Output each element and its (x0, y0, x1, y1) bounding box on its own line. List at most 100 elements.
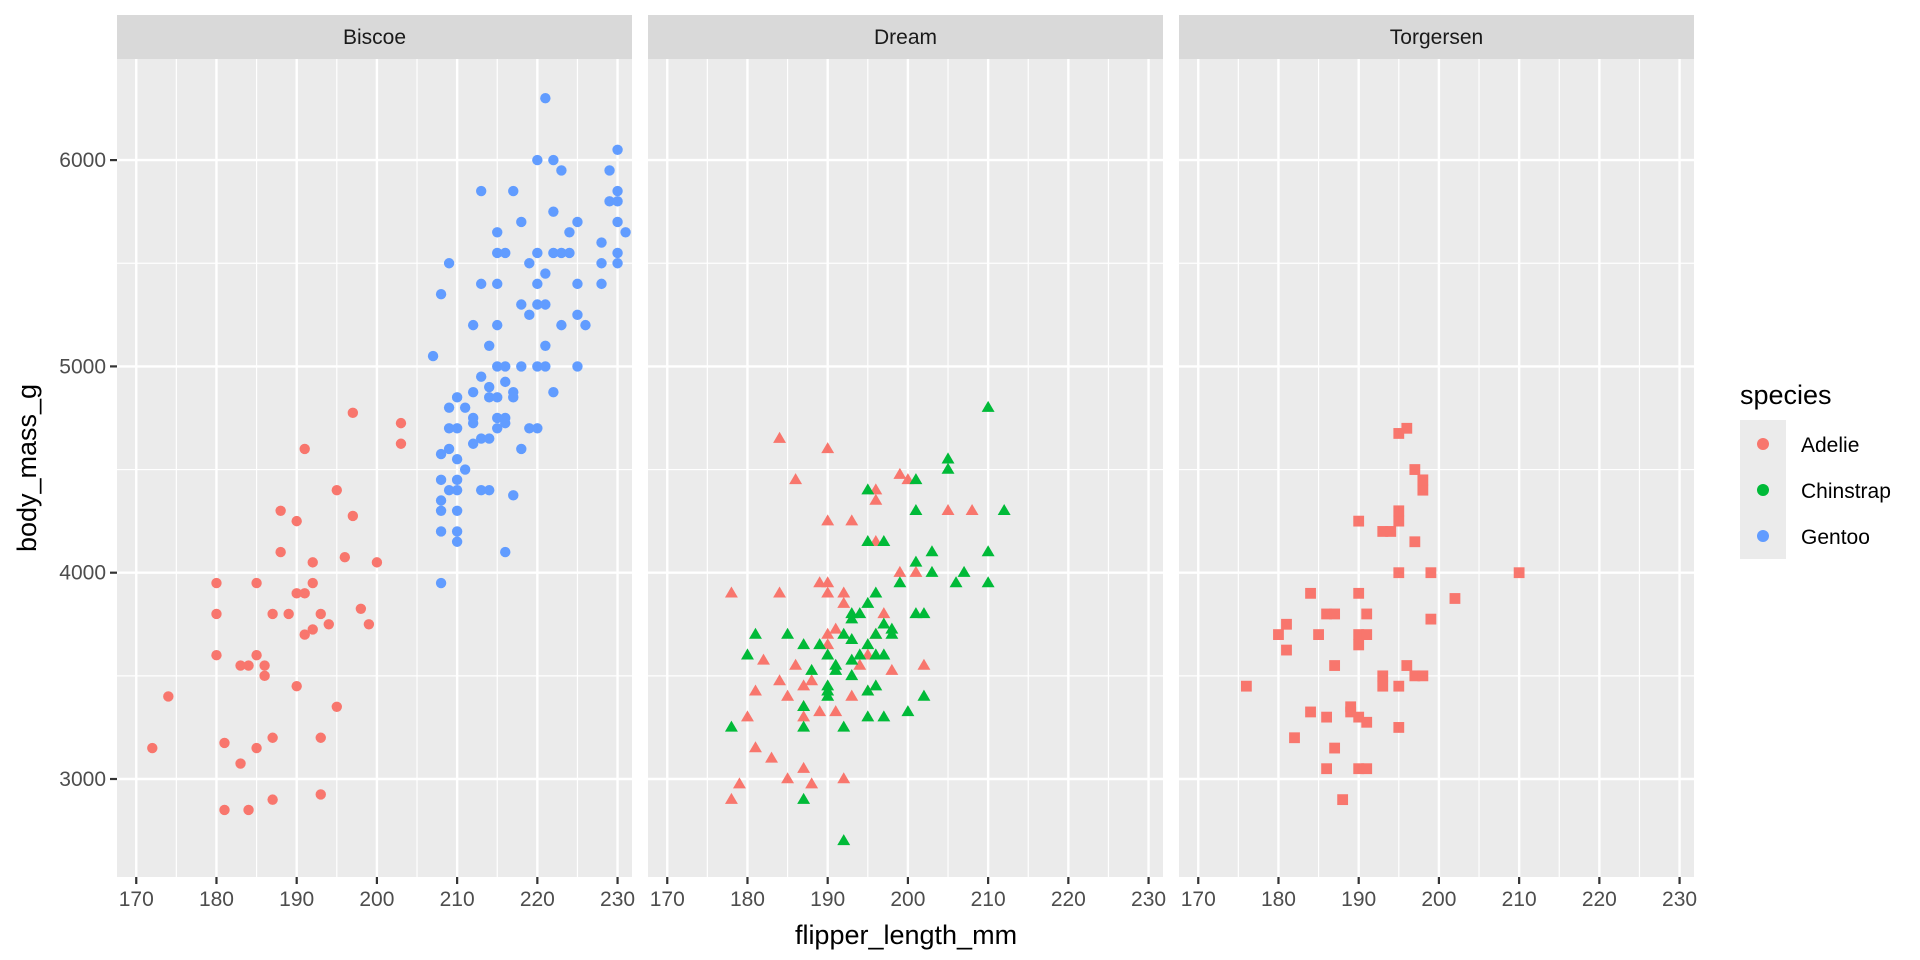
data-point (500, 376, 511, 388)
data-point (749, 741, 762, 753)
data-point (572, 309, 583, 321)
data-point (1353, 711, 1365, 723)
data-point (901, 705, 915, 717)
data-point (797, 792, 811, 804)
data-point (821, 586, 835, 598)
data-point (259, 660, 270, 671)
x-tick-label: 190 (810, 888, 845, 911)
data-point (211, 650, 222, 661)
data-point (957, 565, 971, 577)
x-tick-label: 210 (1502, 888, 1537, 911)
y-axis-title: body_mass_g (12, 384, 42, 552)
data-point (1240, 680, 1252, 692)
data-point (1425, 567, 1437, 579)
data-point (347, 407, 359, 419)
data-point (917, 658, 931, 670)
data-point (443, 402, 455, 413)
legend-key-icon (1757, 530, 1769, 542)
data-point (821, 689, 835, 701)
data-point (845, 514, 859, 526)
data-point (524, 309, 535, 321)
data-point (941, 462, 955, 474)
data-point (395, 417, 407, 429)
data-point (299, 443, 310, 455)
data-point (1513, 567, 1525, 579)
data-point (363, 619, 375, 630)
data-point (251, 650, 262, 661)
data-point (492, 278, 503, 290)
data-point (371, 557, 383, 568)
y-tick-label: 3000 (59, 768, 106, 791)
data-point (435, 505, 447, 517)
data-point (821, 627, 835, 639)
data-point (267, 794, 278, 805)
data-point (508, 185, 519, 197)
data-point (1361, 629, 1373, 640)
legend-label: Gentoo (1801, 526, 1870, 549)
data-point (435, 474, 447, 486)
data-point (797, 679, 811, 691)
series-biscoe-adelie (147, 407, 407, 816)
x-tick-label: 210 (971, 888, 1006, 911)
data-point (307, 577, 318, 589)
data-point (532, 278, 543, 290)
data-point (869, 586, 883, 598)
data-point (492, 412, 503, 424)
x-tick-label: 180 (1261, 888, 1296, 911)
data-point (451, 392, 463, 403)
y-tick-label: 6000 (59, 149, 106, 172)
series-dream-chinstrap (724, 400, 1011, 846)
data-point (1329, 608, 1341, 620)
data-point (821, 679, 835, 691)
data-point (492, 319, 503, 331)
data-point (596, 258, 607, 269)
data-point (275, 505, 286, 517)
x-tick-label: 200 (359, 888, 394, 911)
data-point (1273, 629, 1284, 640)
data-point (765, 751, 778, 763)
data-point (1377, 680, 1389, 692)
data-point (909, 473, 923, 485)
data-point (532, 423, 543, 434)
data-point (475, 185, 487, 197)
data-point (283, 608, 294, 620)
data-point (508, 392, 519, 403)
data-point (492, 247, 503, 259)
data-point (451, 536, 463, 547)
data-point (475, 278, 487, 290)
data-point (339, 552, 351, 563)
data-point (323, 619, 334, 630)
data-point (1409, 464, 1421, 475)
data-point (853, 648, 867, 660)
facet-strip-label: Biscoe (343, 26, 406, 49)
data-point (1281, 644, 1292, 656)
x-tick-label: 230 (600, 888, 635, 911)
data-point (1321, 763, 1333, 775)
data-point (1313, 629, 1324, 640)
x-tick-label: 170 (1181, 888, 1216, 911)
data-point (291, 680, 302, 692)
data-point (1417, 474, 1429, 486)
data-point (789, 658, 803, 670)
data-point (1401, 422, 1413, 434)
data-point (500, 417, 511, 429)
data-point (821, 442, 835, 454)
data-point (741, 648, 754, 660)
data-point (516, 361, 527, 372)
data-point (821, 576, 835, 588)
data-point (925, 565, 939, 577)
data-point (219, 737, 230, 749)
data-point (331, 484, 342, 496)
data-point (1425, 613, 1437, 625)
data-point (435, 288, 447, 300)
data-point (845, 669, 859, 681)
data-point (612, 144, 623, 155)
data-point (797, 638, 811, 650)
data-point (459, 402, 471, 413)
data-point (612, 185, 623, 197)
data-point (981, 576, 995, 588)
data-point (475, 433, 487, 444)
x-tick-label: 230 (1662, 888, 1697, 911)
data-point (781, 689, 795, 701)
